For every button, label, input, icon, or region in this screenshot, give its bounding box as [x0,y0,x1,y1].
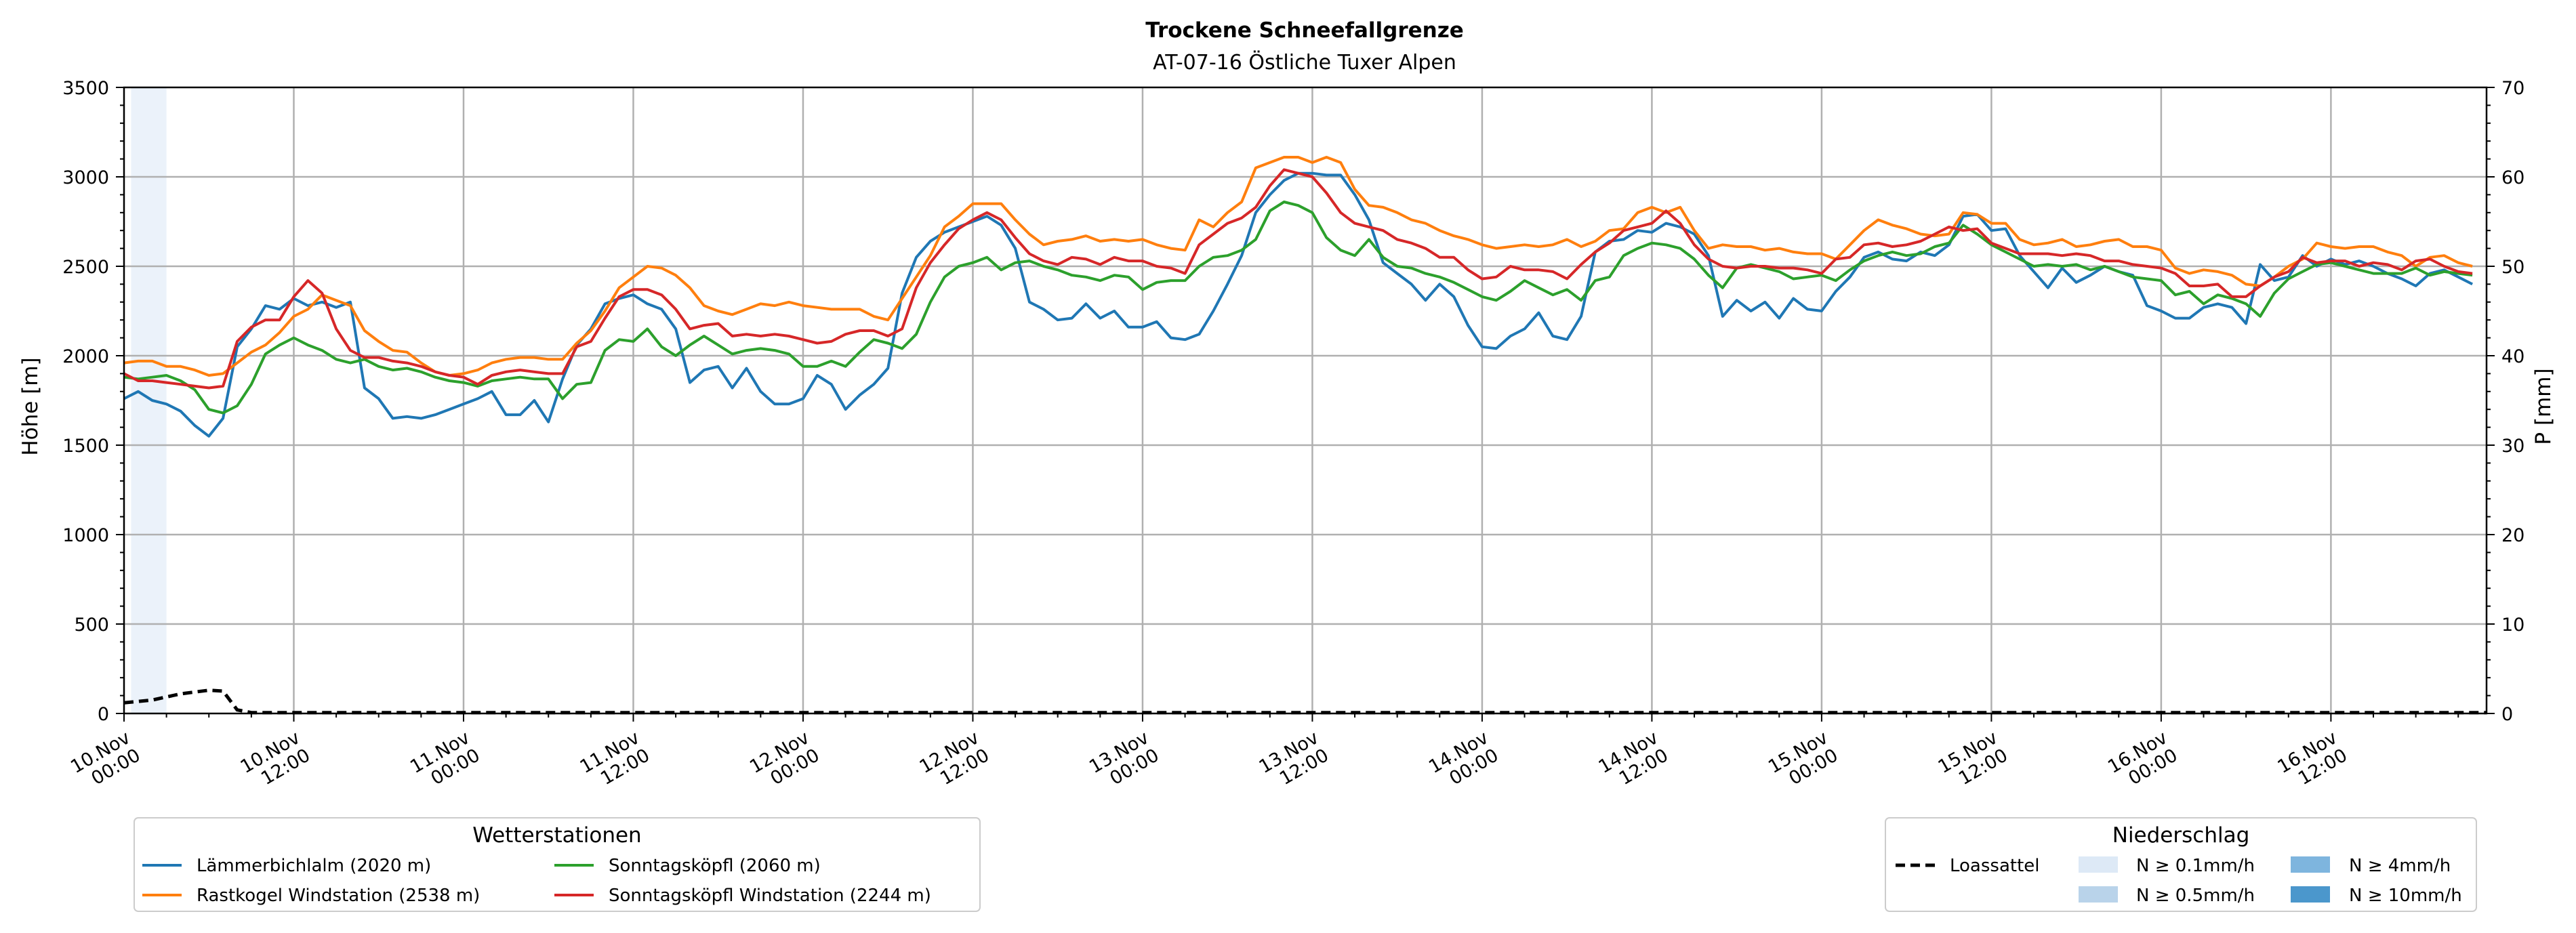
legend-entry-s3: Sonntagsköpfl Windstation (2244 m) [609,886,931,906]
legend-stations-title: Wetterstationen [472,823,641,848]
plot-frame [123,86,2488,715]
chart-title: Trockene Schneefallgrenze [1145,18,1464,43]
axes: 0 500 1000 1500 2000 2500 3000 3500 0 10 20 30 40 50 6… [62,78,2524,789]
y-tick-label-5: 2500 [62,257,109,278]
legend-entry-s0: Lämmerbichlalm (2020 m) [197,856,431,876]
legend-entry-n05: N ≥ 0.5mm/h [2136,886,2255,906]
y-tick-label-6: 3000 [62,167,109,188]
legend-swatch-n10 [2291,886,2330,903]
y-axis-label-right: P [mm] [2531,368,2556,444]
legend-precip-title: Niederschlag [2112,823,2250,848]
y2-tick-label-1: 10 [2501,615,2524,636]
y2-tick-label-4: 40 [2501,346,2524,367]
legend-swatch-n01 [2079,856,2118,873]
series-line-2 [123,201,2473,415]
y-tick-label-2: 1000 [62,525,109,546]
legend-precip: Niederschlag Loassattel N ≥ 0.1mm/h N ≥ … [1885,817,2477,912]
y2-tick-label-2: 20 [2501,525,2524,546]
y2-tick-label-3: 30 [2501,436,2524,457]
y-tick-label-0: 0 [98,704,109,725]
series-line-1 [123,156,2473,377]
y2-tick-label-5: 50 [2501,257,2524,278]
legend-entry-n10: N ≥ 10mm/h [2349,886,2462,906]
series-lines [123,156,2487,715]
series-line-3 [123,168,2473,390]
legend-entry-s1: Rastkogel Windstation (2538 m) [197,886,480,906]
y-tick-label-4: 2000 [62,346,109,367]
y-axis-label: Höhe [m] [18,357,43,455]
legend-entry-n4: N ≥ 4mm/h [2349,856,2451,876]
legend-stations: Wetterstationen Lämmerbichlalm (2020 m) … [134,817,981,912]
legend-entry-n01: N ≥ 0.1mm/h [2136,856,2255,876]
y2-tick-label-6: 60 [2501,167,2524,188]
legend-entry-loassattel: Loassattel [1950,856,2040,876]
series-line-0 [123,171,2474,438]
grid [124,87,2487,713]
legend-entry-s2: Sonntagsköpfl (2060 m) [609,856,821,876]
y-tick-label-7: 3500 [62,78,109,99]
y2-tick-label-7: 70 [2501,78,2524,99]
precip-shading [131,87,167,713]
precip-line-loassattel [123,688,2487,715]
y2-tick-label-0: 0 [2501,704,2513,725]
legend-swatch-n05 [2079,886,2118,903]
y-tick-label-1: 500 [74,615,109,636]
chart-subtitle: AT-07-16 Östliche Tuxer Alpen [1153,50,1456,75]
precip-shade-0 [131,87,167,713]
y-tick-label-3: 1500 [62,436,109,457]
legend-swatch-n4 [2291,856,2330,873]
